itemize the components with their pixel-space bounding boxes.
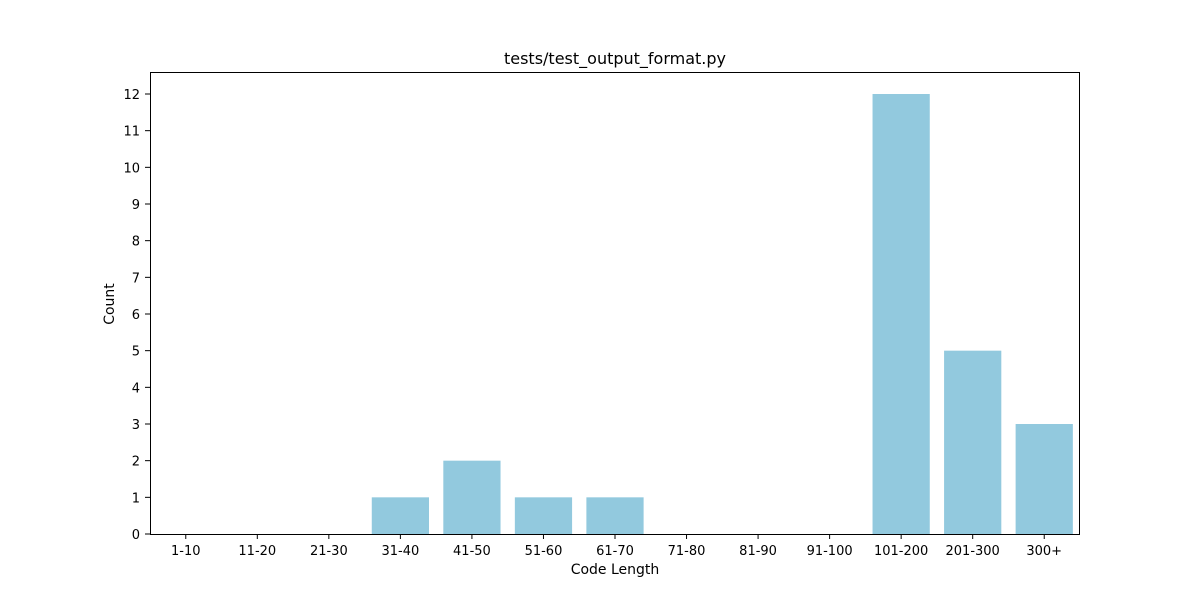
x-tick-label: 11-20 xyxy=(238,544,276,559)
y-tick-label: 6 xyxy=(132,308,140,323)
bar-201-300 xyxy=(944,350,1002,534)
x-tick-label: 71-80 xyxy=(668,544,706,559)
bar-61-70 xyxy=(586,497,644,534)
y-tick-label: 12 xyxy=(123,88,140,103)
x-tick-label: 1-10 xyxy=(171,544,201,559)
y-tick-label: 10 xyxy=(123,161,140,176)
y-tick-label: 3 xyxy=(132,418,140,433)
bar-31-40 xyxy=(371,497,429,534)
y-tick-label: 11 xyxy=(123,125,140,140)
bar-41-50 xyxy=(443,460,501,534)
x-tick-label: 61-70 xyxy=(596,544,634,559)
x-axis-ticks: 1-10 11-20 21-30 31-40 41-50 51-60 61-70 71-80 8… xyxy=(171,534,1062,559)
y-tick-label: 5 xyxy=(132,345,140,360)
plot-frame xyxy=(150,72,1080,535)
y-tick-label: 9 xyxy=(132,198,140,213)
x-tick-label: 81-90 xyxy=(739,544,777,559)
x-tick-label: 201-300 xyxy=(946,544,1000,559)
x-tick-label: 51-60 xyxy=(525,544,563,559)
bar-101-200 xyxy=(872,94,930,534)
x-tick-label: 300+ xyxy=(1026,544,1062,559)
chart-title: tests/test_output_format.py xyxy=(504,49,726,69)
y-tick-label: 7 xyxy=(132,271,140,286)
y-tick-label: 8 xyxy=(132,235,140,250)
bar-300+ xyxy=(1015,424,1073,534)
y-tick-label: 2 xyxy=(132,455,140,470)
x-axis-label: Code Length xyxy=(571,562,660,578)
y-tick-label: 0 xyxy=(132,528,140,543)
y-tick-label: 4 xyxy=(132,381,140,396)
bar-51-60 xyxy=(514,497,573,534)
x-tick-label: 101-200 xyxy=(874,544,928,559)
y-tick-label: 1 xyxy=(132,491,140,506)
x-tick-label: 41-50 xyxy=(453,544,491,559)
y-axis-label: Count xyxy=(102,283,118,325)
bars-group xyxy=(371,94,1073,534)
x-tick-label: 31-40 xyxy=(381,544,419,559)
x-tick-label: 21-30 xyxy=(310,544,348,559)
x-tick-label: 91-100 xyxy=(807,544,853,559)
